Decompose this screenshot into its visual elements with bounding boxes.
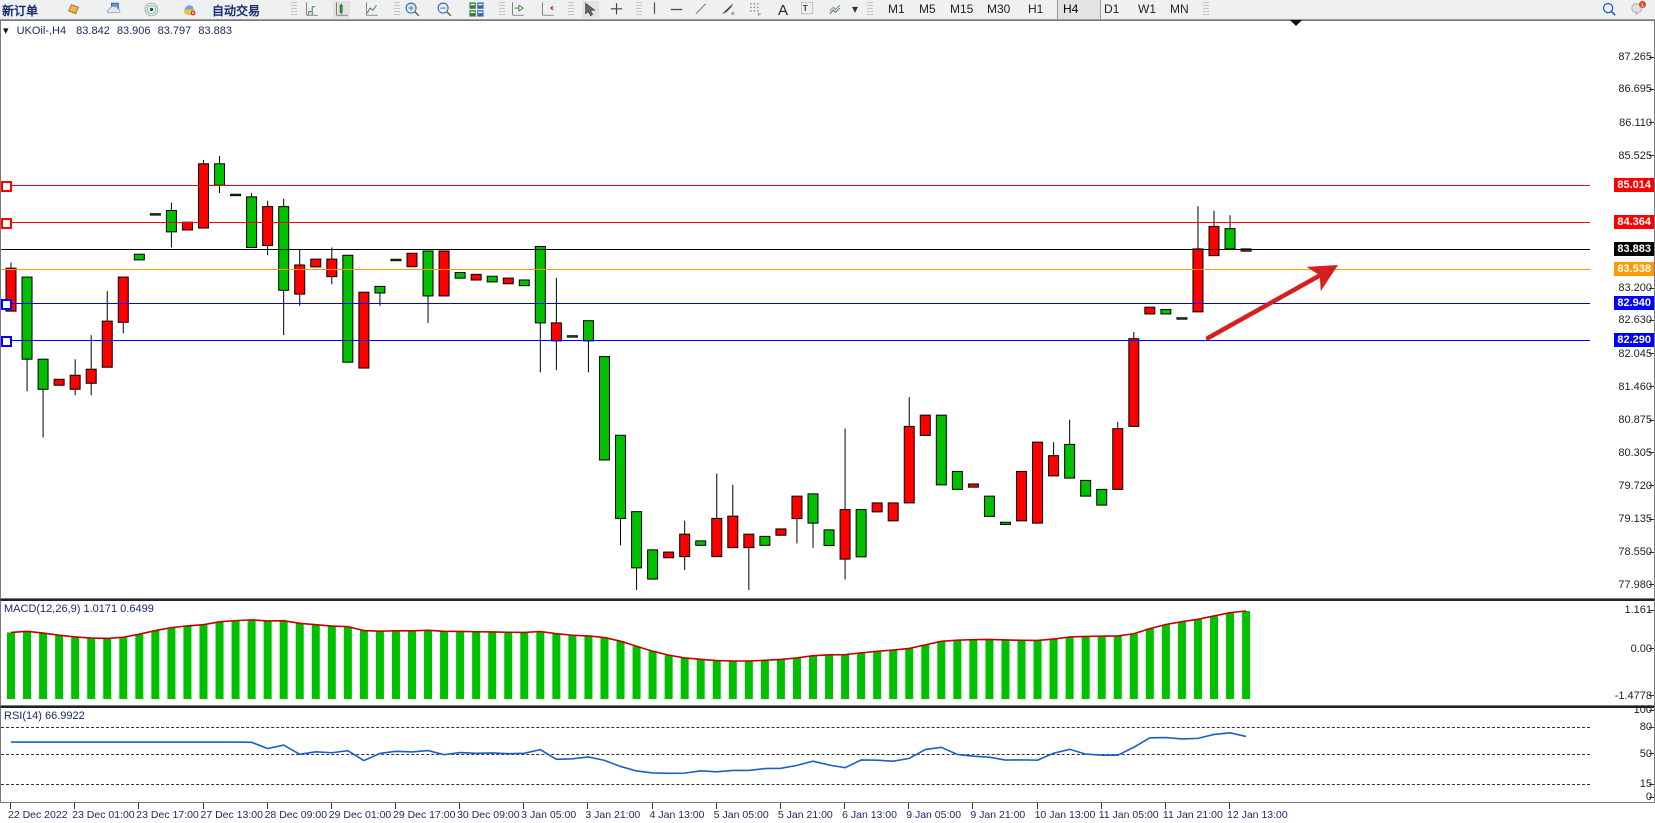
svg-text:F: F [758, 12, 761, 18]
svg-text:1: 1 [1641, 3, 1644, 9]
svg-text:E: E [731, 11, 735, 17]
svg-text:T: T [803, 4, 808, 13]
